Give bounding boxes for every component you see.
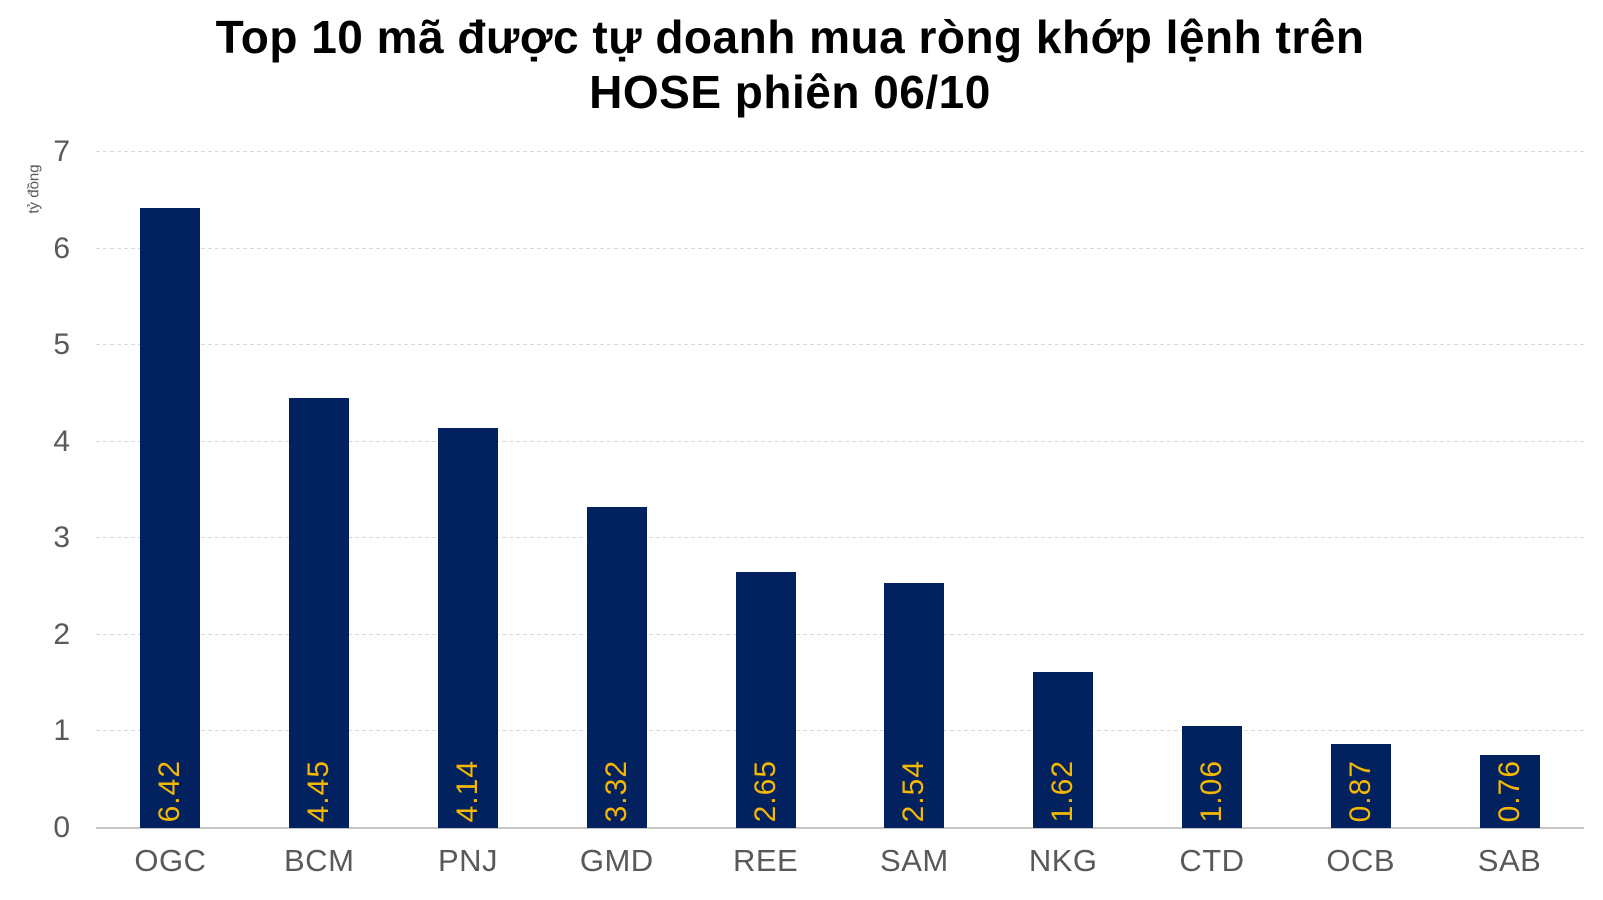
bar-ocb: 0.87 <box>1330 743 1391 828</box>
x-tick-label-ogc: OGC <box>134 843 207 878</box>
bar-value-label-gmd: 3.32 <box>599 759 633 822</box>
chart-title-line2: HOSE phiên 06/10 <box>589 66 991 118</box>
bar-ree: 2.65 <box>735 572 796 828</box>
bar-value-label-ocb: 0.87 <box>1343 759 1377 822</box>
x-tick-label-ctd: CTD <box>1179 843 1245 878</box>
bar-sab: 0.76 <box>1479 754 1540 828</box>
bar-sam: 2.54 <box>884 582 945 828</box>
x-tick-label-sab: SAB <box>1477 843 1542 878</box>
bar-slot-sab: 0.76 <box>1435 152 1584 828</box>
gridline-7 <box>96 151 1584 152</box>
bar-bcm: 4.45 <box>289 398 350 828</box>
bar-value-label-ree: 2.65 <box>748 759 782 822</box>
bar-slot-ocb: 0.87 <box>1286 152 1435 828</box>
bar-slot-gmd: 3.32 <box>542 152 691 828</box>
y-tick-label-6: 6 <box>53 231 70 265</box>
y-axis-unit-label: tỷ đồng <box>25 164 43 214</box>
y-tick-label-1: 1 <box>53 714 70 748</box>
gridline-1 <box>96 730 1584 732</box>
bar-slot-ree: 2.65 <box>691 152 840 828</box>
bar-nkg: 1.62 <box>1033 671 1094 828</box>
chart-title: Top 10 mã được tự doanh mua ròng khớp lệ… <box>0 10 1580 120</box>
x-tick-label-gmd: GMD <box>579 843 654 878</box>
x-tick-label-ocb: OCB <box>1326 843 1396 878</box>
bar-slot-nkg: 1.62 <box>989 152 1138 828</box>
bar-value-label-sam: 2.54 <box>897 759 931 822</box>
bar-ogc: 6.42 <box>140 208 201 828</box>
y-tick-label-0: 0 <box>53 811 70 844</box>
gridline-5 <box>96 344 1584 346</box>
bar-slot-ogc: 6.42 <box>96 152 245 828</box>
bar-value-label-nkg: 1.62 <box>1046 759 1080 822</box>
x-axis-baseline <box>96 827 1584 829</box>
y-tick-label-5: 5 <box>53 328 70 362</box>
x-tick-label-nkg: NKG <box>1028 843 1098 878</box>
x-tick-label-ree: REE <box>732 843 799 878</box>
gridline-3 <box>96 537 1584 539</box>
y-tick-label-4: 4 <box>53 424 70 458</box>
y-tick-label-7: 7 <box>53 135 70 168</box>
x-tick-label-bcm: BCM <box>284 843 355 878</box>
bar-slot-pnj: 4.14 <box>394 152 543 828</box>
bar-value-label-ogc: 6.42 <box>153 759 187 822</box>
x-tick-label-pnj: PNJ <box>437 843 499 878</box>
gridline-4 <box>96 440 1584 442</box>
plot-area: 6.42 4.45 4.14 3.32 2.65 2.54 1.62 1.06 0.87 0.76 <box>96 151 1584 829</box>
bar-slot-bcm: 4.45 <box>245 152 394 828</box>
bar-series: 6.42 4.45 4.14 3.32 2.65 2.54 1.62 1.06 0.87 0.76 <box>96 152 1584 828</box>
x-axis-tick-labels: OGC BCM PNJ GMD REE SAM NKG CTD OCB SAB <box>96 843 1584 879</box>
bar-value-label-sab: 0.76 <box>1492 759 1526 822</box>
x-tick-label-sam: SAM <box>880 843 949 878</box>
bar-pnj: 4.14 <box>437 428 498 828</box>
y-tick-label-2: 2 <box>53 617 70 651</box>
bar-value-label-pnj: 4.14 <box>450 759 484 822</box>
y-tick-label-3: 3 <box>53 521 70 555</box>
gridline-2 <box>96 633 1584 635</box>
gridline-6 <box>96 247 1584 249</box>
bar-gmd: 3.32 <box>586 507 647 828</box>
bar-ctd: 1.06 <box>1181 725 1242 828</box>
bar-slot-sam: 2.54 <box>840 152 989 828</box>
bar-slot-ctd: 1.06 <box>1138 152 1287 828</box>
bar-value-label-bcm: 4.45 <box>302 759 336 822</box>
bar-value-label-ctd: 1.06 <box>1194 759 1228 822</box>
chart-title-line1: Top 10 mã được tự doanh mua ròng khớp lệ… <box>215 11 1365 63</box>
